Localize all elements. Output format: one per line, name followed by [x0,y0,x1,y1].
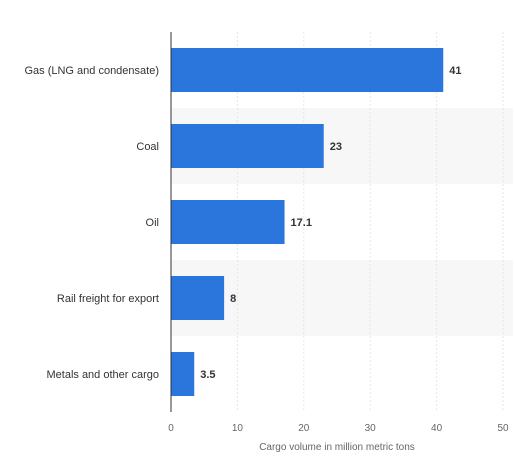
bar-value-label: 23 [330,141,342,153]
bar [171,200,285,244]
category-label: Oil [146,217,159,229]
x-tick-label: 0 [168,423,174,434]
x-tick-label: 40 [431,423,443,434]
bar [171,352,195,396]
x-tick-label: 50 [497,423,509,434]
bar-value-label: 3.5 [200,369,215,381]
value-labels: 41 23 17.1 8 3.5 [200,65,461,381]
x-tick-label: 20 [298,423,310,434]
category-label: Rail freight for export [57,293,159,305]
bar [171,48,444,92]
category-label: Coal [136,141,159,153]
category-labels: Gas (LNG and condensate) Coal Oil Rail frei… [24,65,159,381]
x-tick-labels: 0 10 20 30 40 50 [168,423,509,434]
x-axis-title: Cargo volume in million metric tons [259,442,415,453]
bars [171,48,444,396]
category-band [171,260,513,336]
category-label: Gas (LNG and condensate) [24,65,159,77]
x-tick-label: 10 [232,423,244,434]
category-label: Metals and other cargo [46,369,159,381]
category-bands [171,108,513,336]
bar-value-label: 17.1 [291,217,312,229]
bar [171,276,225,320]
bar-value-label: 41 [449,65,461,77]
bar [171,124,324,168]
bar-value-label: 8 [230,293,236,305]
x-tick-label: 30 [365,423,377,434]
